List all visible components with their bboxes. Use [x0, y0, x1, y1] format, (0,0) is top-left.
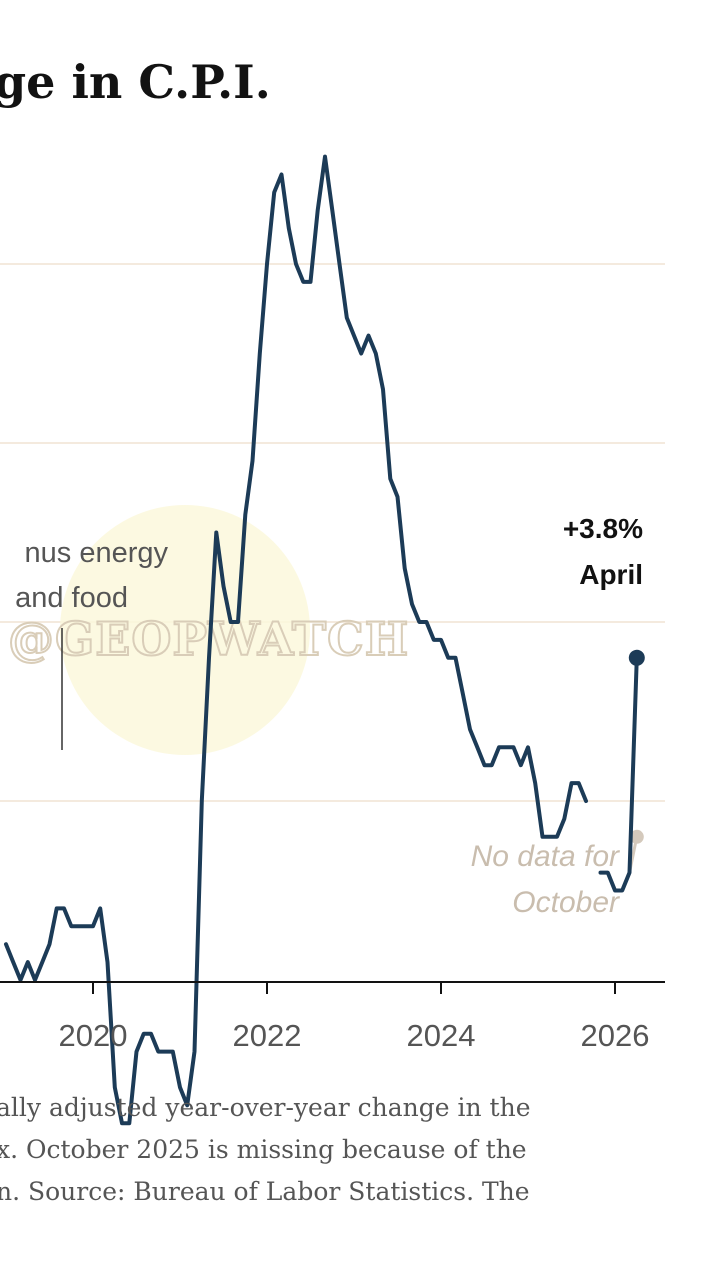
missing-data-label-line1: No data for	[471, 840, 620, 873]
watermark: @GEOPWATCH	[7, 505, 409, 755]
x-tick-label: 2020	[59, 1018, 128, 1053]
x-tick-label: 2026	[581, 1018, 650, 1053]
series-label-line1: nus energy	[25, 537, 169, 569]
footnote-line1: ally adjusted year-over-year change in t…	[0, 1093, 531, 1122]
watermark-glow	[60, 505, 310, 755]
x-axis-ticks: 2020 2022 2024 2026	[59, 982, 650, 1053]
chart-title: ge in C.P.I.	[0, 55, 271, 109]
footnote-line3: n. Source: Bureau of Labor Statistics. T…	[0, 1177, 530, 1206]
latest-month-label: April	[579, 559, 643, 590]
series-label-line2: and food	[15, 582, 128, 614]
core-cpi-endpoint-marker	[629, 829, 644, 844]
footnote-line2: x. October 2025 is missing because of th…	[0, 1135, 527, 1164]
headline-cpi-line-segment	[4, 154, 588, 1126]
headline-cpi-line-segment	[598, 655, 639, 893]
headline-cpi-endpoint-marker	[628, 649, 645, 666]
x-tick-label: 2022	[233, 1018, 302, 1053]
missing-data-label-line2: October	[512, 886, 620, 919]
latest-value-label: +3.8%	[563, 513, 643, 544]
series-layer	[4, 154, 645, 1126]
x-tick-label: 2024	[407, 1018, 476, 1053]
